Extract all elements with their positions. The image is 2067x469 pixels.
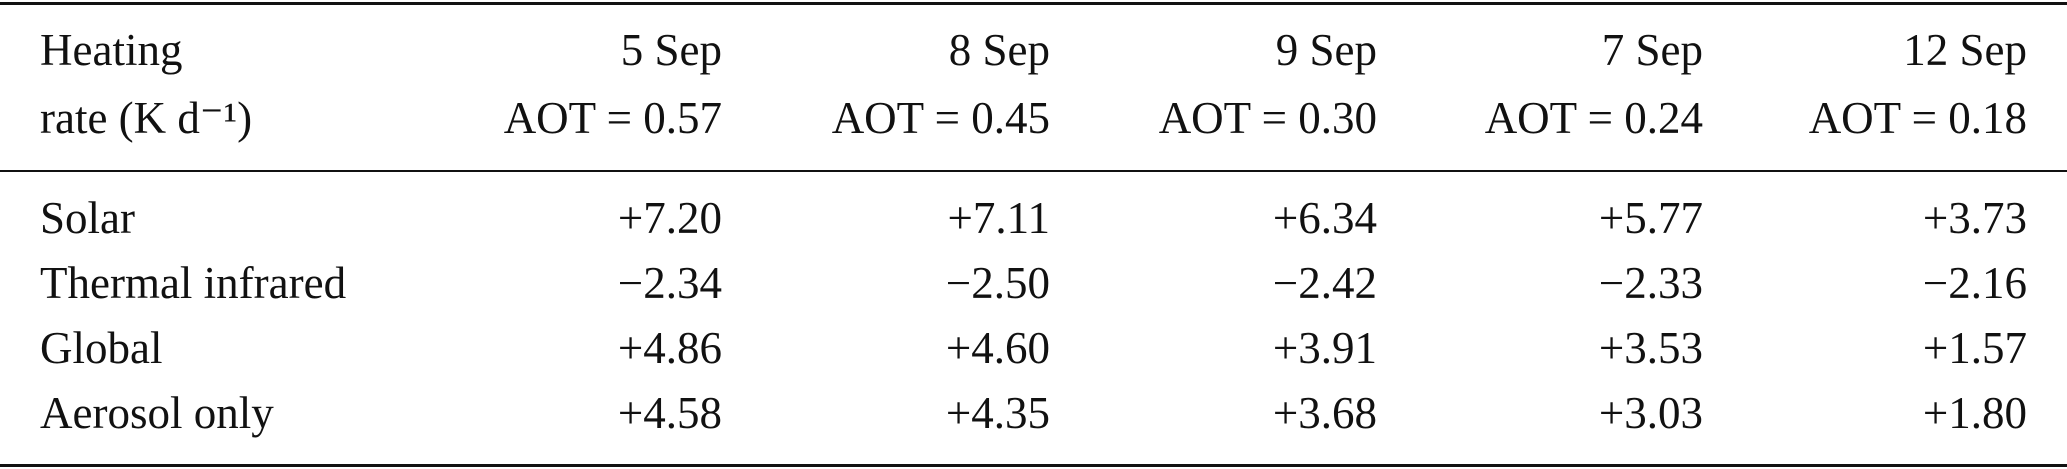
header-cell: Heating xyxy=(40,25,183,75)
cell-value: +3.91 xyxy=(1272,323,1377,373)
bottom-rule xyxy=(0,464,2067,467)
cell-value: +4.58 xyxy=(617,388,722,438)
cell-value: −2.50 xyxy=(945,258,1050,308)
cell-value: −2.16 xyxy=(1922,258,2027,308)
header-cell: 12 Sep xyxy=(1903,25,2027,75)
row-label: Thermal infrared xyxy=(40,258,347,308)
cell-value: +3.03 xyxy=(1598,388,1703,438)
cell-value: +1.57 xyxy=(1922,323,2027,373)
cell-value: −2.42 xyxy=(1272,258,1377,308)
header-cell: AOT = 0.24 xyxy=(1484,93,1703,143)
row-label: Solar xyxy=(40,193,135,243)
header-cell: 5 Sep xyxy=(620,25,722,75)
cell-value: +4.60 xyxy=(945,323,1050,373)
cell-value: +7.20 xyxy=(617,193,722,243)
cell-value: +7.11 xyxy=(947,193,1050,243)
row-label: Global xyxy=(40,323,163,373)
cell-value: +4.86 xyxy=(617,323,722,373)
top-rule xyxy=(0,2,2067,5)
header-cell: rate (K d⁻¹) xyxy=(40,93,253,143)
cell-value: +4.35 xyxy=(945,388,1050,438)
cell-value: +5.77 xyxy=(1598,193,1703,243)
cell-value: +3.68 xyxy=(1272,388,1377,438)
header-cell: AOT = 0.18 xyxy=(1808,93,2027,143)
header-cell: 8 Sep xyxy=(948,25,1050,75)
cell-value: +1.80 xyxy=(1922,388,2027,438)
header-cell: 7 Sep xyxy=(1601,25,1703,75)
header-cell: 9 Sep xyxy=(1275,25,1377,75)
header-cell: AOT = 0.30 xyxy=(1158,93,1377,143)
cell-value: −2.33 xyxy=(1598,258,1703,308)
cell-value: −2.34 xyxy=(617,258,722,308)
header-cell: AOT = 0.57 xyxy=(503,93,722,143)
cell-value: +3.53 xyxy=(1598,323,1703,373)
header-cell: AOT = 0.45 xyxy=(831,93,1050,143)
cell-value: +3.73 xyxy=(1922,193,2027,243)
row-label: Aerosol only xyxy=(40,388,274,438)
mid-rule xyxy=(0,170,2067,172)
cell-value: +6.34 xyxy=(1272,193,1377,243)
